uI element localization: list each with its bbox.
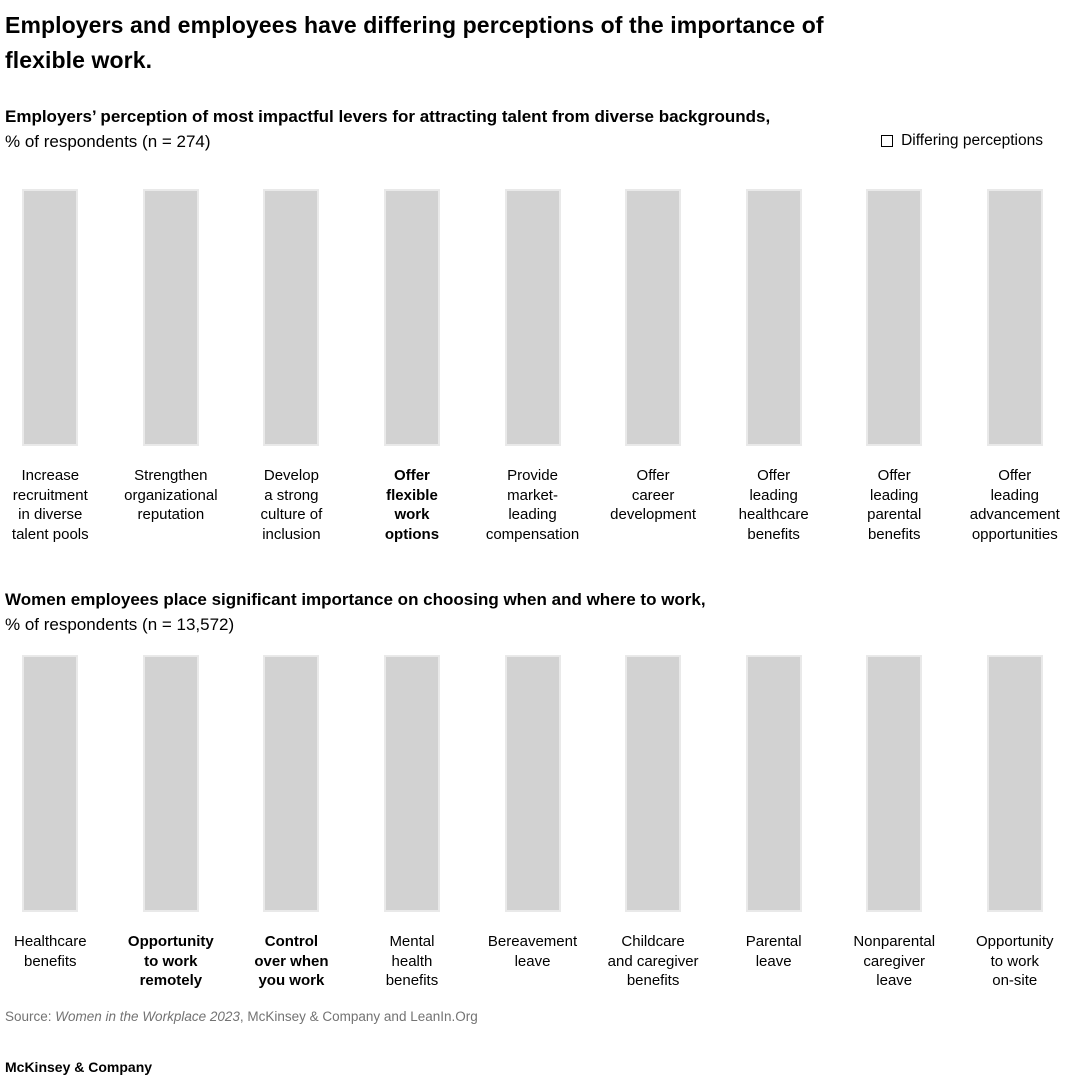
- bar-column: Opportunity to work on-site: [955, 655, 1065, 991]
- bar: [263, 189, 320, 446]
- legend: Differing perceptions: [881, 131, 1043, 151]
- bar: [866, 189, 923, 446]
- bar-label: Offer leading parental benefits: [867, 467, 922, 543]
- bar-column: Mental health benefits: [352, 655, 473, 991]
- source-title-italic: Women in the Workplace 2023: [55, 1008, 240, 1024]
- bar: [625, 189, 682, 446]
- source-line: Source: Women in the Workplace 2023, McK…: [5, 1008, 1065, 1026]
- bar-label: Nonparental caregiver leave: [853, 933, 936, 989]
- bar-column: Offer career development: [593, 189, 714, 544]
- bar: [142, 189, 199, 446]
- bar-label: Provide market- leading compensation: [485, 467, 580, 543]
- bar-label: Opportunity to work on-site: [976, 933, 1054, 989]
- bar-label: Control over when you work: [254, 933, 329, 989]
- chart2-subtitle-row: % of respondents (n = 13,572): [5, 614, 1065, 636]
- chart1-heading: Employers’ perception of most impactful …: [5, 107, 771, 126]
- bar-label: Opportunity to work remotely: [127, 933, 214, 989]
- source-rest: , McKinsey & Company and LeanIn.Org: [239, 1008, 478, 1024]
- chart-employers: Employers’ perception of most impactful …: [0, 103, 1065, 544]
- bar: [625, 655, 682, 912]
- bar: [383, 189, 440, 446]
- bar-column-differing: Control over when you work: [231, 655, 352, 991]
- bar-column: Parental leave: [713, 655, 834, 991]
- bar: [745, 655, 802, 912]
- chart2-bars: Healthcare benefits Opportunity to work …: [0, 655, 1065, 991]
- bar: [745, 189, 802, 446]
- bar-label: Develop a strong culture of inclusion: [260, 467, 323, 543]
- bar-column: Increase recruitment in diverse talent p…: [0, 189, 111, 544]
- chart1-subtitle-row: % of respondents (n = 274) Differing per…: [5, 131, 1065, 153]
- bar: [263, 655, 320, 912]
- bar-label: Childcare and caregiver benefits: [607, 933, 699, 989]
- bar-label: Offer leading advancement opportunities: [969, 467, 1060, 543]
- bar-label: Mental health benefits: [385, 933, 439, 989]
- chart-employees: Women employees place significant import…: [0, 586, 1065, 991]
- bar: [986, 655, 1043, 912]
- legend-empty-square-icon: [881, 135, 894, 147]
- bar-label: Increase recruitment in diverse talent p…: [11, 467, 89, 543]
- legend-label: Differing perceptions: [901, 132, 1043, 149]
- bar-column: Develop a strong culture of inclusion: [231, 189, 352, 544]
- bar-column: Healthcare benefits: [0, 655, 111, 991]
- bar-label: Offer flexible work options: [384, 467, 440, 543]
- bar-column: Nonparental caregiver leave: [834, 655, 955, 991]
- bar-column: Bereavement leave: [472, 655, 593, 991]
- bar-label: Offer career development: [610, 467, 697, 523]
- chart2-heading: Women employees place significant import…: [5, 590, 706, 609]
- exhibit-title: Employers and employees have differing p…: [5, 12, 824, 73]
- bar-column-differing: Offer flexible work options: [352, 189, 473, 544]
- bar-column: Provide market- leading compensation: [472, 189, 593, 544]
- bar-column: Childcare and caregiver benefits: [593, 655, 714, 991]
- bar-column: Strengthen organizational reputation: [111, 189, 232, 544]
- bar: [142, 655, 199, 912]
- chart1-bars: Increase recruitment in diverse talent p…: [0, 189, 1065, 544]
- bar-label: Parental leave: [745, 933, 802, 970]
- source-prefix: Source:: [5, 1008, 56, 1024]
- bar: [22, 655, 79, 912]
- bar-label: Offer leading healthcare benefits: [738, 467, 809, 543]
- bar: [383, 655, 440, 912]
- mckinsey-brand: McKinsey & Company: [5, 1058, 153, 1075]
- bar-column: Offer leading parental benefits: [834, 189, 955, 544]
- bar-column-differing: Opportunity to work remotely: [111, 655, 232, 991]
- bar: [22, 189, 79, 446]
- bar: [866, 655, 923, 912]
- bar-column: Offer leading advancement opportunities: [955, 189, 1065, 544]
- bar-label: Bereavement leave: [487, 933, 578, 970]
- bar: [504, 189, 561, 446]
- bar-column: Offer leading healthcare benefits: [713, 189, 834, 544]
- bar-label: Healthcare benefits: [14, 933, 87, 970]
- bar-label: Strengthen organizational reputation: [124, 467, 218, 523]
- bar: [986, 189, 1043, 446]
- bar: [504, 655, 561, 912]
- chart1-subtitle: % of respondents (n = 274): [5, 132, 211, 151]
- chart2-subtitle: % of respondents (n = 13,572): [5, 615, 235, 634]
